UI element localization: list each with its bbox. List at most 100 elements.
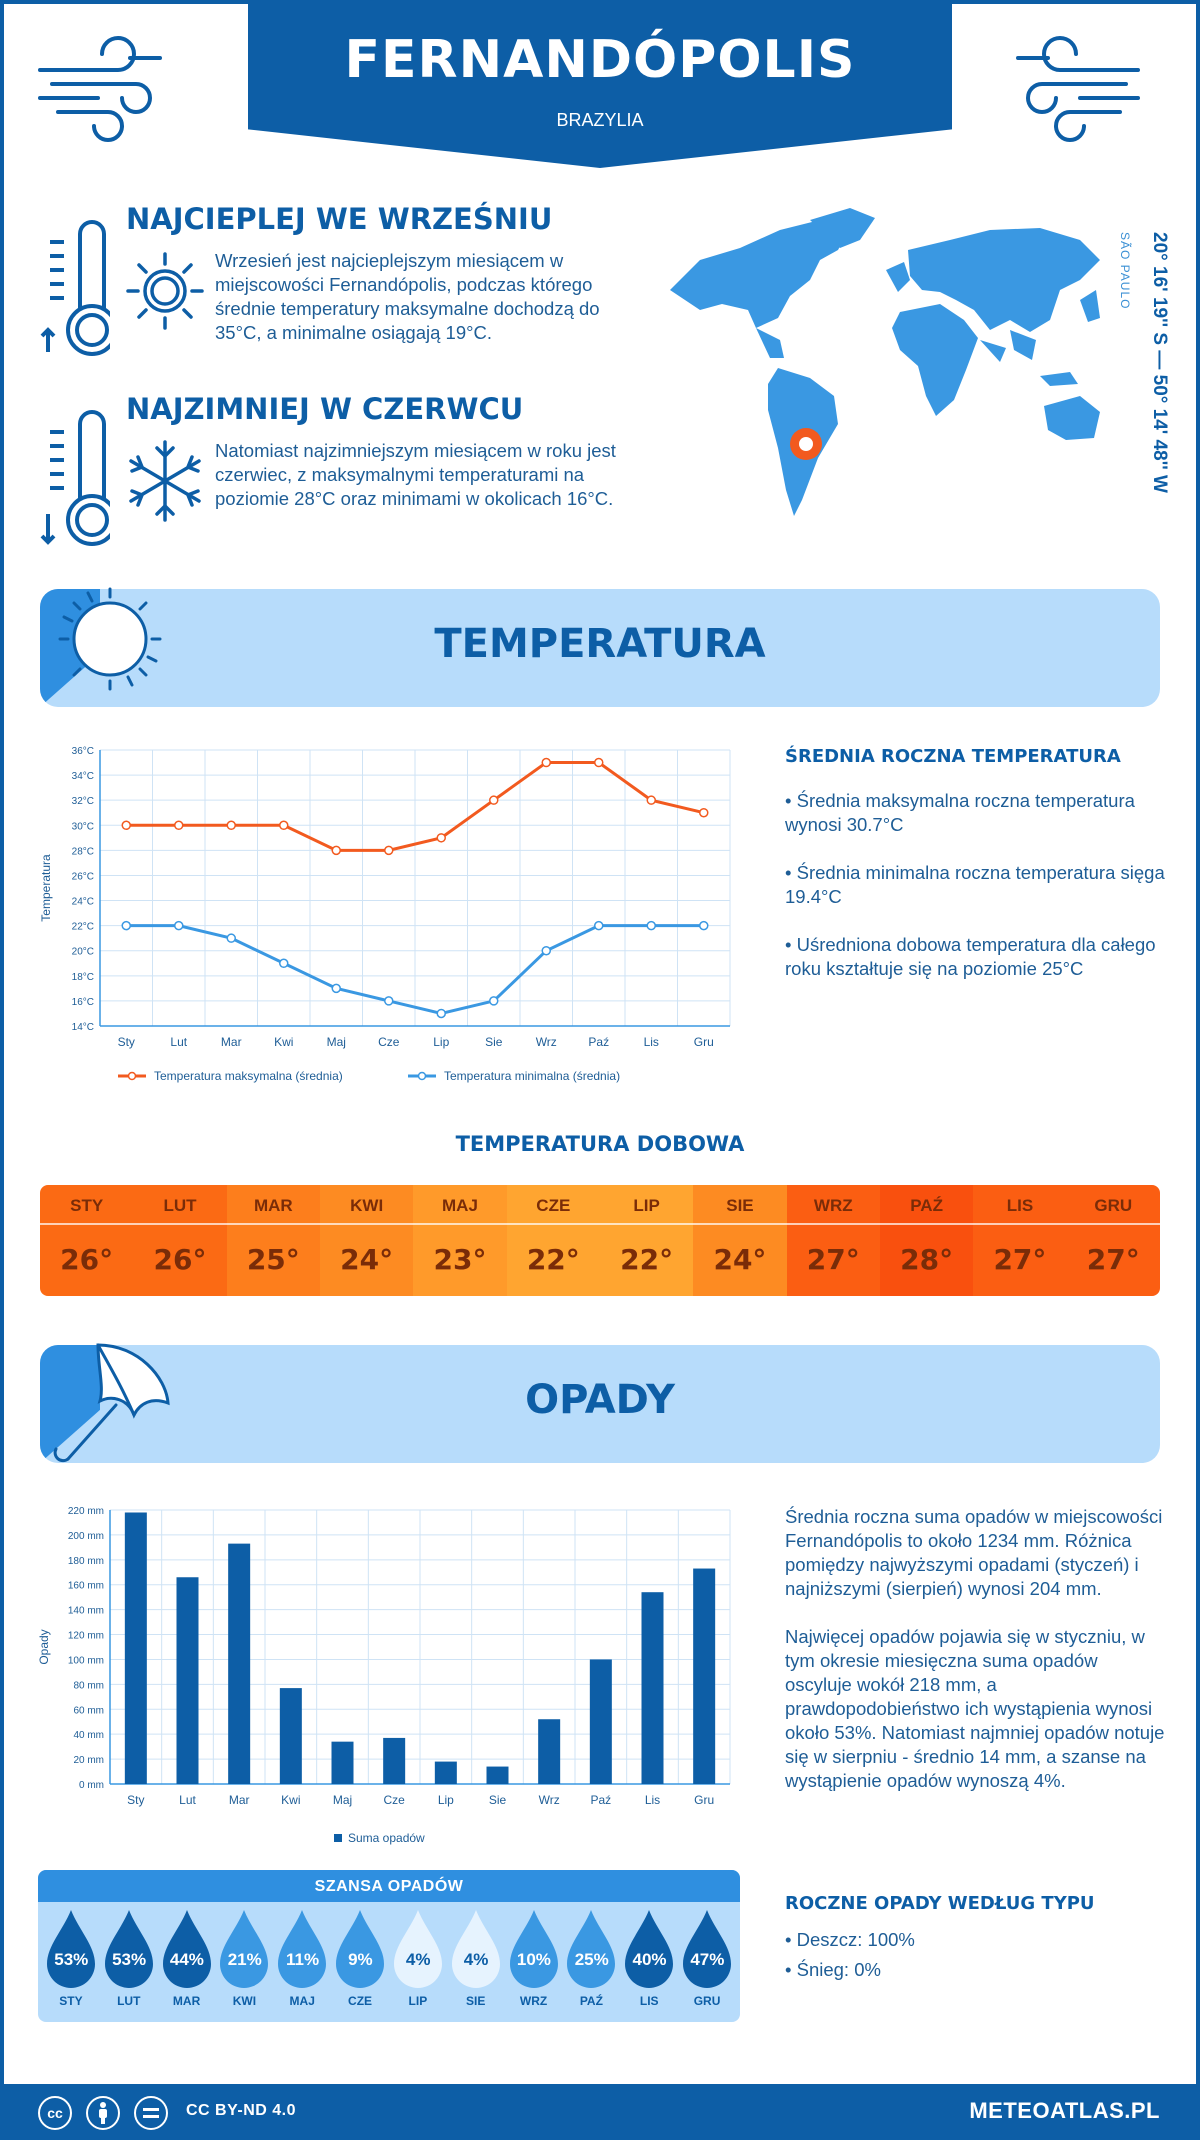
y-tick-label: 160 mm <box>68 1581 104 1592</box>
data-point <box>384 845 394 856</box>
daily-month: WRZ <box>786 1185 880 1225</box>
license-label: CC BY-ND 4.0 <box>186 2102 297 2119</box>
thermometer-up-icon <box>40 220 110 356</box>
daily-value: 27° <box>993 1243 1047 1276</box>
chance-month: SIE <box>466 1994 486 2008</box>
temperature-chart: 14°C 16°C 18°C 20°C 22°C 24°C 26°C 28°C 30°C 32°C… <box>39 746 731 1083</box>
x-tick-label: Wrz <box>539 1793 560 1807</box>
bar <box>279 1688 302 1784</box>
x-tick-label: Sie <box>485 1035 503 1049</box>
chance-value: 53% <box>112 1950 147 1969</box>
daily-column: LIP 22° <box>599 1185 694 1296</box>
legend-swatch <box>334 1834 342 1842</box>
x-tick-label: Maj <box>333 1793 352 1807</box>
y-tick-label: 180 mm <box>68 1556 104 1567</box>
warmest-text: Wrzesień jest najcieplejszym miesiącem w… <box>215 250 600 343</box>
chance-drop: 44% MAR <box>158 1908 216 2008</box>
chance-month: STY <box>59 1994 83 2008</box>
bar <box>124 1512 147 1784</box>
x-tick-label: Gru <box>694 1793 714 1807</box>
y-tick-label: 34°C <box>72 771 94 782</box>
chance-drop: 9% CZE <box>331 1908 389 2008</box>
raindrop-icon <box>336 1910 385 1988</box>
daily-month: MAR <box>226 1185 320 1225</box>
precipitation-types-title: ROCZNE OPADY WEDŁUG TYPU <box>785 1893 1095 1914</box>
legend-label: Temperatura minimalna (średnia) <box>444 1069 620 1083</box>
coordinates-value: 20° 16' 19'' S — 50° 14' 48'' W <box>1149 232 1170 493</box>
raindrop-icon <box>46 1910 95 1988</box>
temperature-banner: TEMPERATURA <box>40 587 1160 707</box>
chance-value: 4% <box>405 1950 431 1969</box>
sun-icon <box>126 252 204 330</box>
x-tick-label: Sty <box>127 1793 144 1807</box>
x-tick-label: Kwi <box>281 1793 300 1807</box>
bar <box>176 1577 199 1784</box>
x-tick-label: Maj <box>327 1035 346 1049</box>
data-point <box>699 807 709 818</box>
data-point <box>331 983 341 994</box>
bar <box>228 1543 251 1784</box>
x-tick-label: Lip <box>433 1035 449 1049</box>
y-tick-label: 0 mm <box>79 1780 104 1791</box>
bar <box>538 1719 561 1784</box>
chance-value: 47% <box>690 1950 725 1969</box>
daily-value: 28° <box>900 1243 954 1276</box>
coordinates: 20° 16' 19'' S — 50° 14' 48'' W SÃO PAUL… <box>1118 232 1170 493</box>
precipitation-banner: OPADY <box>40 1343 1160 1463</box>
daily-value: 27° <box>806 1243 860 1276</box>
raindrop-icon <box>567 1910 616 1988</box>
data-point <box>541 757 551 768</box>
legend-marker <box>127 1071 137 1081</box>
temperature-summary-title: ŚREDNIA ROCZNA TEMPERATURA <box>785 746 1121 767</box>
chance-month: MAJ <box>289 1994 315 2008</box>
temperature-title: TEMPERATURA <box>434 621 766 667</box>
daily-month: SIE <box>693 1185 787 1225</box>
daily-month: GRU <box>1066 1185 1160 1225</box>
footer: cc CC BY-ND 4.0 METEOATLAS.PL <box>0 2084 1200 2140</box>
daily-month: STY <box>40 1185 134 1225</box>
chance-value: 25% <box>574 1950 609 1969</box>
city-title: FERNANDÓPOLIS <box>344 30 856 90</box>
raindrop-icon <box>220 1910 269 1988</box>
data-point <box>646 920 656 931</box>
legend-label: Temperatura maksymalna (średnia) <box>154 1069 343 1083</box>
y-tick-label: 20 mm <box>73 1755 104 1766</box>
chance-value: 9% <box>348 1950 373 1969</box>
y-tick-label: 100 mm <box>68 1655 104 1666</box>
data-point <box>384 996 394 1006</box>
daily-month: LIS <box>973 1185 1067 1225</box>
bar <box>486 1766 509 1784</box>
data-point <box>436 833 446 843</box>
daily-month: KWI <box>319 1185 414 1225</box>
data-point <box>226 820 236 831</box>
daily-column: MAJ 23° <box>413 1185 507 1296</box>
header-banner: FERNANDÓPOLIS BRAZYLIA <box>248 0 952 168</box>
daily-value: 27° <box>1086 1243 1140 1276</box>
raindrop-icon <box>683 1910 732 1988</box>
y-tick-label: 60 mm <box>73 1705 104 1716</box>
chance-value: 10% <box>516 1950 551 1969</box>
daily-value: 24° <box>340 1243 394 1276</box>
precipitation-chance-panel: SZANSA OPADÓW 53% STY 53% LUT 44% MAR 21% KWI 11… <box>38 1870 740 2022</box>
data-point <box>174 820 184 831</box>
legend-marker <box>417 1071 427 1081</box>
daily-column: CZE 22° <box>506 1185 600 1296</box>
data-point <box>174 920 184 931</box>
chance-value: 40% <box>632 1950 667 1969</box>
bar <box>331 1741 354 1784</box>
daily-month: LUT <box>133 1185 227 1225</box>
chance-drop: 4% SIE <box>447 1908 505 2008</box>
summary-bullet: • Uśredniona dobowa temperatura dla całe… <box>785 934 1156 979</box>
x-tick-label: Kwi <box>274 1035 293 1049</box>
x-tick-label: Cze <box>378 1035 400 1049</box>
x-tick-label: Lut <box>170 1035 187 1049</box>
site-link[interactable]: METEOATLAS.PL <box>969 2098 1160 2123</box>
data-point <box>699 920 709 931</box>
data-point <box>594 920 604 931</box>
x-tick-label: Wrz <box>536 1035 557 1049</box>
precipitation-summary: Średnia roczna suma opadów w miejscowośc… <box>785 1505 1165 1817</box>
thermometer-down-icon <box>40 410 110 546</box>
data-point <box>594 757 604 768</box>
chance-month: LIP <box>408 1994 428 2008</box>
precipitation-chance-title: SZANSA OPADÓW <box>38 1870 740 1902</box>
